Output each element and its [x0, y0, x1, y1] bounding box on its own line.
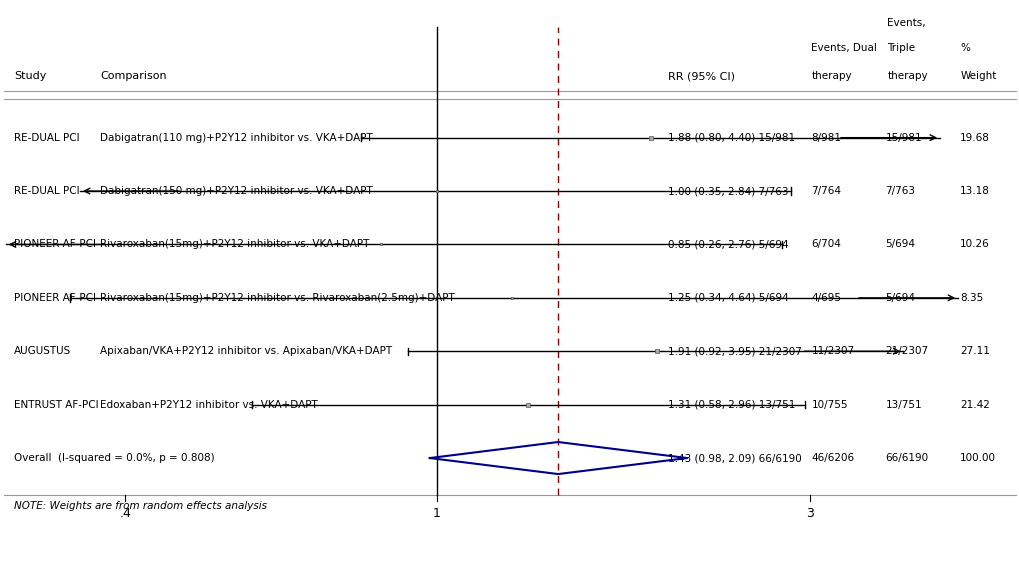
Text: RE-DUAL PCI: RE-DUAL PCI [14, 186, 79, 196]
Text: AUGUSTUS: AUGUSTUS [14, 347, 71, 356]
Text: PIONEER AF-PCI: PIONEER AF-PCI [14, 240, 96, 249]
Text: 1: 1 [432, 507, 440, 520]
Text: Edoxaban+P2Y12 inhibitor vs. VKA+DAPT: Edoxaban+P2Y12 inhibitor vs. VKA+DAPT [100, 399, 318, 410]
Text: PIONEER AF-PCI: PIONEER AF-PCI [14, 293, 96, 303]
Text: %: % [959, 43, 969, 53]
Text: 19.68: 19.68 [959, 133, 989, 143]
Text: 21.42: 21.42 [959, 399, 989, 410]
Text: 66/6190: 66/6190 [884, 453, 927, 463]
Text: 10/755: 10/755 [811, 399, 847, 410]
Text: 1.43 (0.98, 2.09) 66/6190: 1.43 (0.98, 2.09) 66/6190 [667, 453, 801, 463]
Text: 7/764: 7/764 [811, 186, 841, 196]
Text: Dabigatran(110 mg)+P2Y12 inhibitor vs. VKA+DAPT: Dabigatran(110 mg)+P2Y12 inhibitor vs. V… [100, 133, 373, 143]
Text: Study: Study [14, 72, 47, 81]
Text: 7/763: 7/763 [884, 186, 914, 196]
Text: 21/2307: 21/2307 [884, 347, 927, 356]
Text: 46/6206: 46/6206 [811, 453, 854, 463]
Text: therapy: therapy [887, 72, 927, 81]
Text: ENTRUST AF-PCI: ENTRUST AF-PCI [14, 399, 99, 410]
Text: 5/694: 5/694 [884, 293, 914, 303]
Text: 3: 3 [805, 507, 813, 520]
Text: 15/981: 15/981 [884, 133, 921, 143]
Text: therapy: therapy [811, 72, 851, 81]
Text: 1.88 (0.80, 4.40) 15/981: 1.88 (0.80, 4.40) 15/981 [667, 133, 794, 143]
Text: 8/981: 8/981 [811, 133, 841, 143]
Text: RR (95% CI): RR (95% CI) [667, 72, 734, 81]
Text: 5/694: 5/694 [884, 240, 914, 249]
Text: 8.35: 8.35 [959, 293, 982, 303]
Text: Rivaroxaban(15mg)+P2Y12 inhibitor vs. VKA+DAPT: Rivaroxaban(15mg)+P2Y12 inhibitor vs. VK… [100, 240, 369, 249]
Text: 100.00: 100.00 [959, 453, 996, 463]
Text: 6/704: 6/704 [811, 240, 841, 249]
Text: 13.18: 13.18 [959, 186, 989, 196]
Text: .4: .4 [119, 507, 131, 520]
Text: Dabigatran(150 mg)+P2Y12 inhibitor vs. VKA+DAPT: Dabigatran(150 mg)+P2Y12 inhibitor vs. V… [100, 186, 373, 196]
Text: 0.85 (0.26, 2.76) 5/694: 0.85 (0.26, 2.76) 5/694 [667, 240, 788, 249]
Text: Weight: Weight [959, 72, 996, 81]
Text: 4/695: 4/695 [811, 293, 841, 303]
Text: Comparison: Comparison [100, 72, 167, 81]
Text: 1.31 (0.58, 2.96) 13/751: 1.31 (0.58, 2.96) 13/751 [667, 399, 795, 410]
Text: 13/751: 13/751 [884, 399, 921, 410]
Text: 1.91 (0.92, 3.95) 21/2307: 1.91 (0.92, 3.95) 21/2307 [667, 347, 801, 356]
Text: 27.11: 27.11 [959, 347, 989, 356]
Text: Rivaroxaban(15mg)+P2Y12 inhibitor vs. Rivaroxaban(2.5mg)+DAPT: Rivaroxaban(15mg)+P2Y12 inhibitor vs. Ri… [100, 293, 454, 303]
Text: Apixaban/VKA+P2Y12 inhibitor vs. Apixaban/VKA+DAPT: Apixaban/VKA+P2Y12 inhibitor vs. Apixaba… [100, 347, 392, 356]
Text: Events, Dual: Events, Dual [811, 43, 876, 53]
Text: Triple: Triple [887, 43, 915, 53]
Text: Overall  (I-squared = 0.0%, p = 0.808): Overall (I-squared = 0.0%, p = 0.808) [14, 453, 215, 463]
Text: Events,: Events, [887, 18, 925, 28]
Text: 11/2307: 11/2307 [811, 347, 854, 356]
Text: 1.00 (0.35, 2.84) 7/763: 1.00 (0.35, 2.84) 7/763 [667, 186, 788, 196]
Text: 10.26: 10.26 [959, 240, 989, 249]
Text: RE-DUAL PCI: RE-DUAL PCI [14, 133, 79, 143]
Text: NOTE: Weights are from random effects analysis: NOTE: Weights are from random effects an… [14, 501, 267, 511]
Text: 1.25 (0.34, 4.64) 5/694: 1.25 (0.34, 4.64) 5/694 [667, 293, 788, 303]
